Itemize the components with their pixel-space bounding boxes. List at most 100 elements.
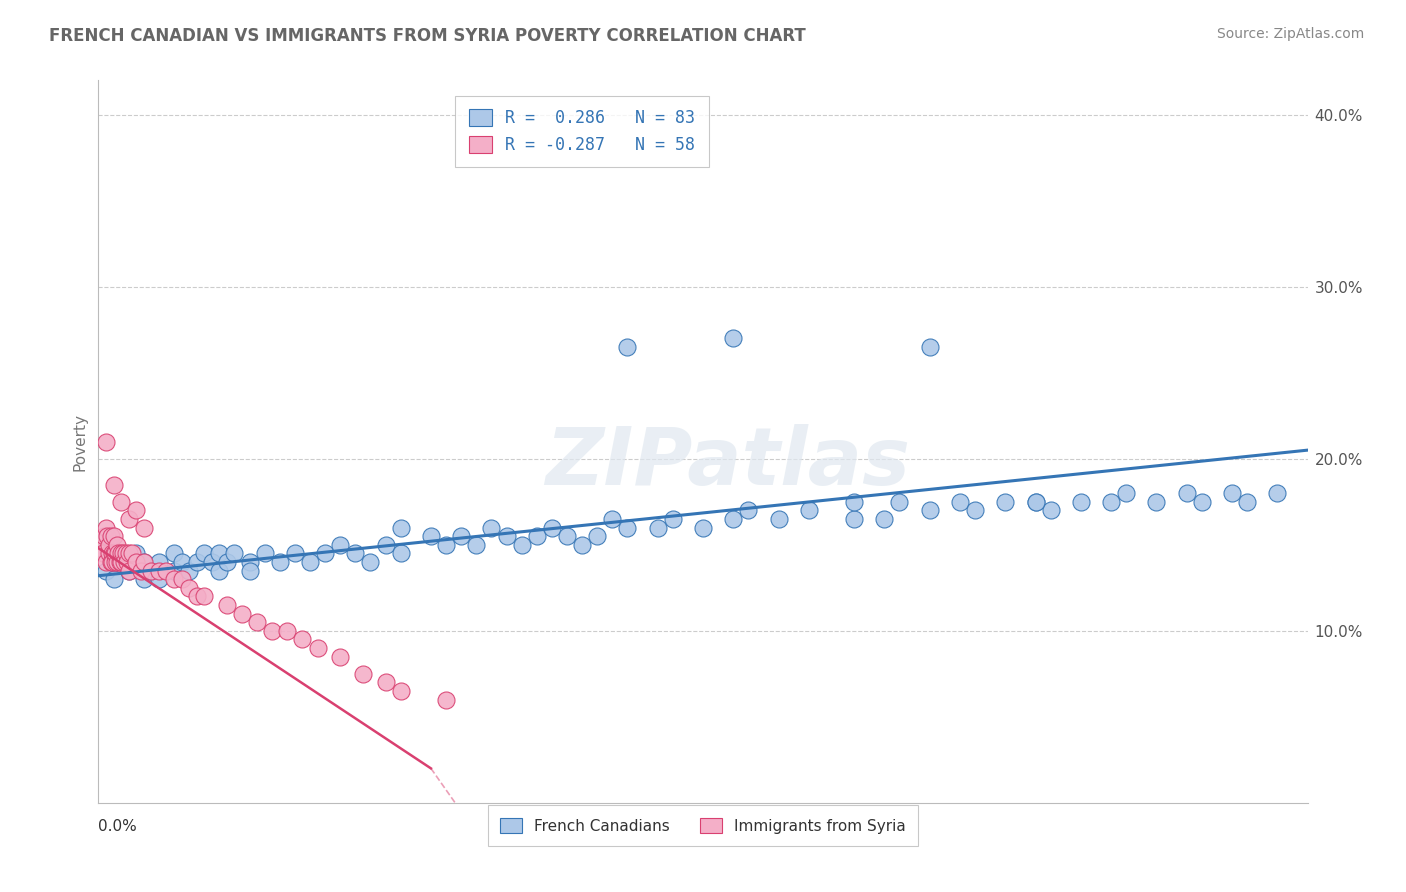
- Point: [94, 520, 117, 534]
- Point: [889, 494, 911, 508]
- Point: [1191, 494, 1213, 508]
- Point: [616, 340, 638, 354]
- Point: [844, 494, 866, 508]
- Point: [374, 538, 396, 552]
- Y-axis label: Poverty: Poverty: [72, 412, 87, 471]
- Point: [918, 340, 941, 354]
- Point: [104, 546, 127, 560]
- Point: [121, 546, 143, 560]
- Point: [91, 546, 114, 560]
- Point: [1175, 486, 1198, 500]
- Point: [179, 581, 201, 595]
- Point: [269, 555, 291, 569]
- Point: [555, 529, 578, 543]
- Point: [141, 564, 163, 578]
- Point: [389, 546, 412, 560]
- Point: [186, 555, 208, 569]
- Point: [420, 529, 443, 543]
- Point: [918, 503, 941, 517]
- Point: [465, 538, 488, 552]
- Point: [125, 503, 148, 517]
- Point: [239, 564, 262, 578]
- Point: [224, 546, 246, 560]
- Point: [170, 572, 193, 586]
- Point: [389, 520, 412, 534]
- Text: 0.0%: 0.0%: [98, 819, 138, 834]
- Point: [93, 529, 115, 543]
- Point: [132, 555, 155, 569]
- Point: [510, 538, 533, 552]
- Point: [1024, 494, 1046, 508]
- Point: [262, 624, 284, 638]
- Point: [329, 538, 352, 552]
- Point: [307, 640, 329, 655]
- Point: [299, 555, 322, 569]
- Point: [186, 590, 208, 604]
- Point: [155, 564, 177, 578]
- Point: [101, 546, 124, 560]
- Point: [94, 555, 117, 569]
- Point: [434, 692, 457, 706]
- Point: [1070, 494, 1092, 508]
- Point: [994, 494, 1017, 508]
- Point: [389, 684, 412, 698]
- Point: [163, 572, 186, 586]
- Point: [107, 546, 129, 560]
- Point: [844, 512, 866, 526]
- Point: [129, 564, 152, 578]
- Point: [434, 538, 457, 552]
- Point: [105, 555, 128, 569]
- Point: [215, 555, 238, 569]
- Point: [602, 512, 624, 526]
- Point: [111, 546, 134, 560]
- Point: [193, 546, 215, 560]
- Point: [374, 675, 396, 690]
- Point: [114, 546, 136, 560]
- Point: [98, 546, 121, 560]
- Point: [231, 607, 253, 621]
- Point: [723, 512, 745, 526]
- Point: [284, 546, 307, 560]
- Point: [179, 564, 201, 578]
- Point: [526, 529, 548, 543]
- Point: [1039, 503, 1062, 517]
- Point: [132, 520, 155, 534]
- Text: FRENCH CANADIAN VS IMMIGRANTS FROM SYRIA POVERTY CORRELATION CHART: FRENCH CANADIAN VS IMMIGRANTS FROM SYRIA…: [49, 27, 806, 45]
- Point: [148, 564, 170, 578]
- Point: [148, 555, 170, 569]
- Point: [98, 538, 121, 552]
- Point: [1267, 486, 1289, 500]
- Text: ZIPatlas: ZIPatlas: [544, 425, 910, 502]
- Point: [170, 555, 193, 569]
- Point: [215, 598, 238, 612]
- Point: [94, 434, 117, 449]
- Point: [101, 555, 124, 569]
- Point: [96, 529, 118, 543]
- Point: [118, 564, 141, 578]
- Point: [495, 529, 517, 543]
- Point: [253, 546, 276, 560]
- Point: [163, 564, 186, 578]
- Point: [148, 572, 170, 586]
- Point: [1220, 486, 1243, 500]
- Point: [104, 555, 127, 569]
- Point: [647, 520, 669, 534]
- Point: [873, 512, 896, 526]
- Point: [360, 555, 382, 569]
- Point: [125, 546, 148, 560]
- Point: [103, 572, 125, 586]
- Legend: French Canadians, Immigrants from Syria: French Canadians, Immigrants from Syria: [488, 805, 918, 846]
- Point: [201, 555, 224, 569]
- Text: Source: ZipAtlas.com: Source: ZipAtlas.com: [1216, 27, 1364, 41]
- Point: [163, 546, 186, 560]
- Point: [110, 555, 132, 569]
- Point: [94, 564, 117, 578]
- Point: [125, 555, 148, 569]
- Point: [100, 555, 122, 569]
- Point: [344, 546, 367, 560]
- Point: [239, 555, 262, 569]
- Point: [1115, 486, 1137, 500]
- Point: [949, 494, 972, 508]
- Point: [103, 546, 125, 560]
- Point: [1099, 494, 1122, 508]
